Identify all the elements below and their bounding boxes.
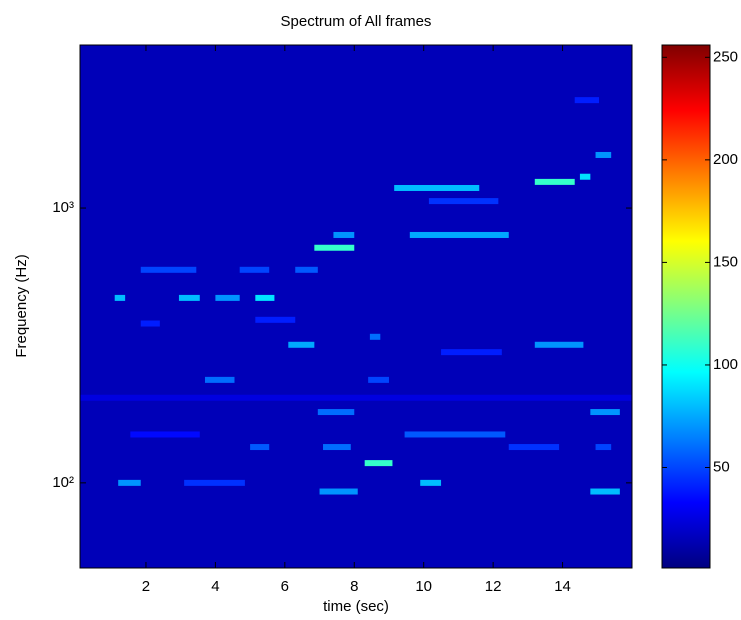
x-tick-label: 6 (281, 578, 289, 595)
spectral-band (574, 97, 600, 104)
plot-background (80, 45, 632, 568)
spectral-band (239, 266, 270, 273)
spectral-band (368, 376, 389, 383)
spectral-band (595, 444, 612, 451)
spectral-band (118, 479, 141, 486)
x-tick-label: 10 (415, 578, 432, 595)
spectral-band (215, 294, 240, 301)
spectral-band (250, 444, 270, 451)
spectral-band (140, 266, 197, 273)
spectral-band (333, 231, 355, 238)
spectral-band (534, 178, 575, 185)
spectral-band (441, 349, 502, 356)
y-axis-label: Frequency (Hz) (13, 254, 30, 357)
spectral-band (255, 294, 275, 301)
x-axis-label: time (sec) (323, 598, 389, 615)
x-tick-label: 2 (142, 578, 150, 595)
spectral-band (130, 431, 200, 438)
spectral-band (295, 266, 318, 273)
spectral-band (579, 173, 591, 180)
x-tick-label: 8 (350, 578, 358, 595)
spectral-band (369, 333, 381, 340)
spectral-band (409, 231, 509, 238)
spectral-band (80, 394, 632, 401)
spectral-band (140, 320, 160, 327)
spectral-band (255, 316, 296, 323)
spectral-band (420, 479, 442, 486)
spectral-band (364, 460, 393, 467)
spectral-band (317, 409, 355, 416)
chart-title: Spectrum of All frames (281, 13, 432, 30)
spectral-band (394, 184, 480, 191)
spectral-band (204, 376, 235, 383)
spectral-band (184, 479, 245, 486)
colorbar-tick-label: 150 (713, 253, 738, 270)
x-tick-label: 14 (554, 578, 571, 595)
spectral-band (590, 409, 620, 416)
x-tick-label: 4 (211, 578, 219, 595)
spectral-band (323, 444, 351, 451)
colorbar (661, 44, 711, 569)
spectral-band (404, 431, 506, 438)
spectral-band (534, 341, 584, 348)
spectral-band (428, 198, 499, 205)
spectral-band (314, 244, 355, 251)
colorbar-tick-label: 100 (713, 356, 738, 373)
spectral-band (590, 488, 620, 495)
spectral-band (319, 488, 358, 495)
spectral-band (288, 341, 315, 348)
x-tick-label: 12 (485, 578, 502, 595)
colorbar-tick-label: 50 (713, 458, 730, 475)
spectral-band (114, 294, 126, 301)
y-tick-label: 10³ (52, 199, 74, 216)
spectral-band (178, 294, 200, 301)
plot-frame (79, 44, 633, 569)
colorbar-tick-label: 200 (713, 151, 738, 168)
spectral-band (595, 151, 612, 158)
spectral-band (508, 444, 560, 451)
y-tick-label: 10² (52, 474, 74, 491)
colorbar-tick-label: 250 (713, 48, 738, 65)
